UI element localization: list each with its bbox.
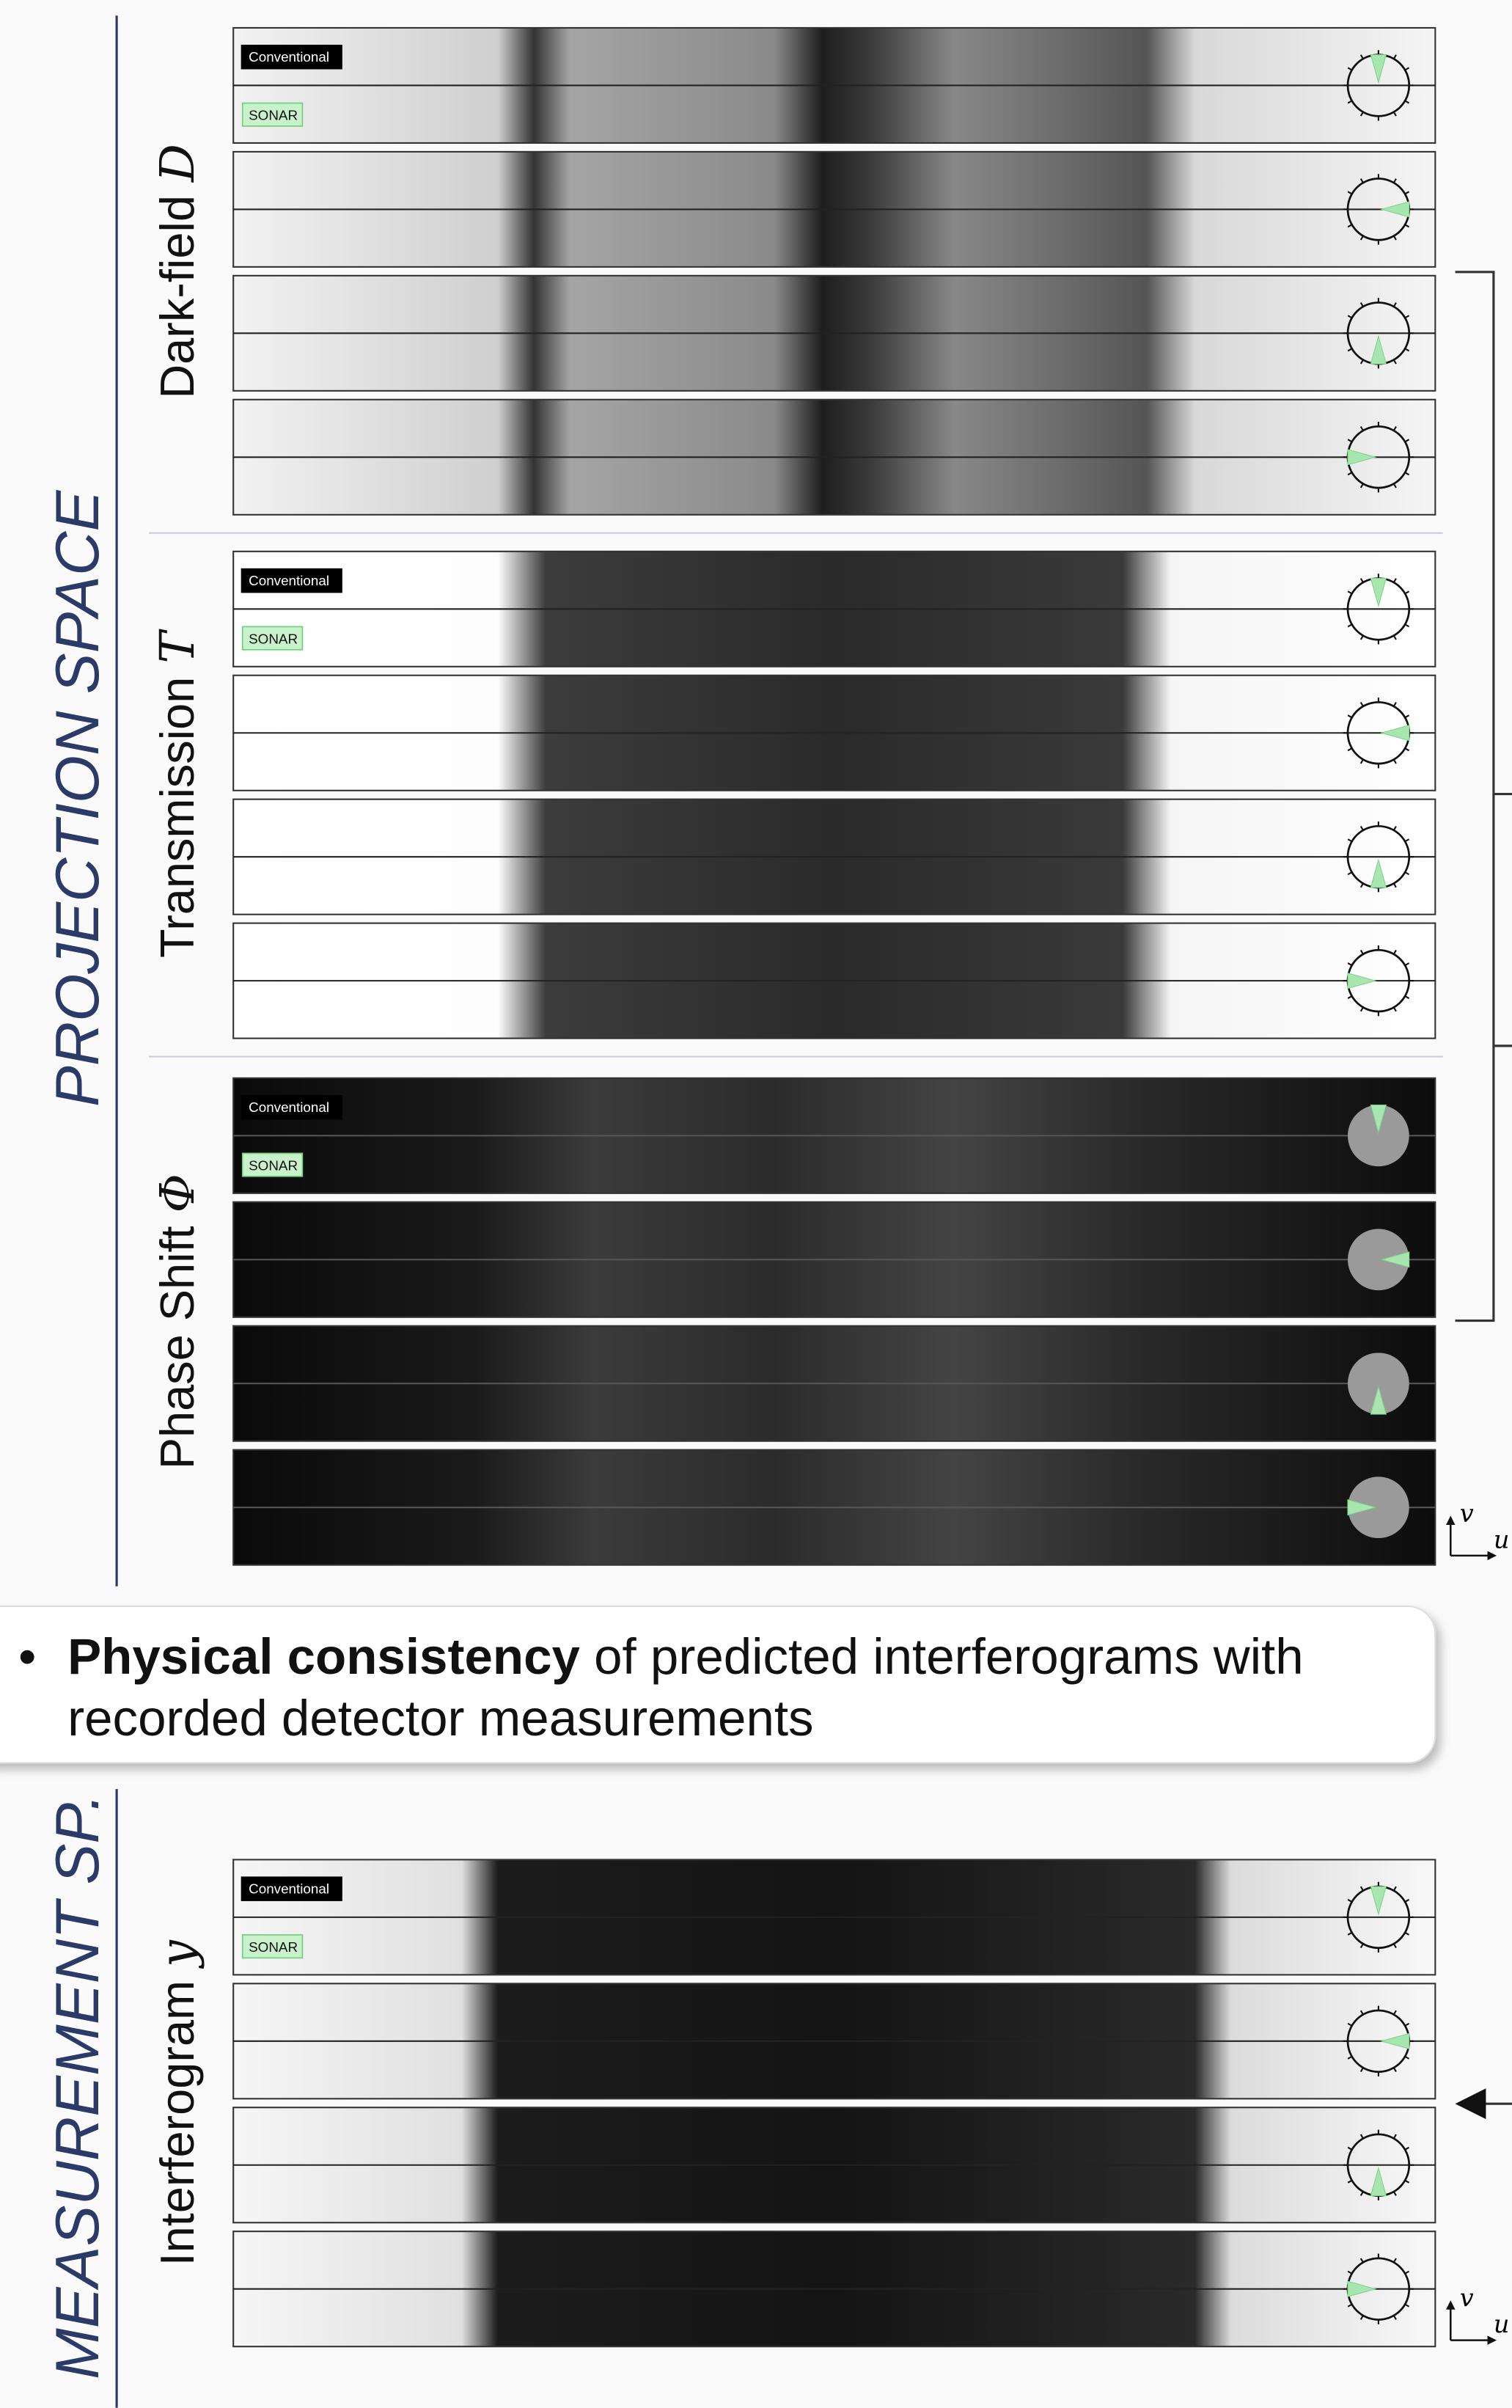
badge-text: Conventional — [249, 1099, 329, 1115]
callout-line: Physical consistency of predicted interf… — [67, 1628, 1304, 1685]
axis-icon: vu — [1446, 1499, 1509, 1560]
axis-label: v — [1460, 1499, 1474, 1528]
figure: PROJECTION SPACE MEASUREMENT SP. • Physi… — [0, 0, 1512, 2408]
label-text: Interferogram — [150, 1967, 204, 2266]
label-symbol: T — [150, 629, 205, 664]
section-title: MEASUREMENT SP. — [43, 1793, 111, 2379]
badge-text: Conventional — [249, 573, 329, 588]
label-text: Dark-field — [150, 182, 204, 399]
badge-text: SONAR — [249, 631, 298, 646]
callout-line: recorded detector measurements — [67, 1689, 814, 1746]
bullet: • — [18, 1628, 36, 1685]
axis-label: v — [1460, 2284, 1474, 2313]
view-clock — [1348, 1105, 1409, 1166]
group-label: Phase Shift Φ — [150, 1174, 205, 1469]
callout-text: of predicted interferograms with — [580, 1628, 1304, 1685]
axis-label: u — [1494, 1525, 1510, 1554]
axis-label: u — [1494, 2310, 1510, 2338]
view-clock — [1348, 1476, 1409, 1538]
badge-text: SONAR — [249, 108, 298, 123]
badge-text: Conventional — [249, 49, 329, 65]
label-symbol: y — [150, 1939, 205, 1969]
label-symbol: D — [150, 144, 205, 183]
badge-text: SONAR — [249, 1157, 298, 1173]
section-title: PROJECTION SPACE — [43, 489, 111, 1107]
view-clock — [1348, 1353, 1409, 1414]
label-text: Phase Shift — [150, 1212, 204, 1469]
axis-icon: vu — [1446, 2284, 1509, 2345]
arrowhead — [1446, 2300, 1456, 2310]
page: PROJECTION SPACE MEASUREMENT SP. • Physi… — [0, 0, 1512, 2408]
group-label: Dark-field D — [150, 144, 205, 399]
group-label: Transmission T — [150, 629, 205, 958]
bracket — [1456, 272, 1512, 1321]
label-symbol: Φ — [150, 1174, 205, 1212]
emphasis: Physical consistency — [67, 1628, 580, 1685]
arrowhead — [1446, 1515, 1456, 1525]
view-clock — [1348, 1229, 1409, 1290]
arrow — [1456, 2088, 1512, 2119]
group-label: Interferogram y — [150, 1939, 205, 2266]
badge-text: SONAR — [249, 1939, 298, 1955]
label-text: Transmission — [150, 664, 204, 958]
badge-text: Conventional — [249, 1881, 329, 1896]
